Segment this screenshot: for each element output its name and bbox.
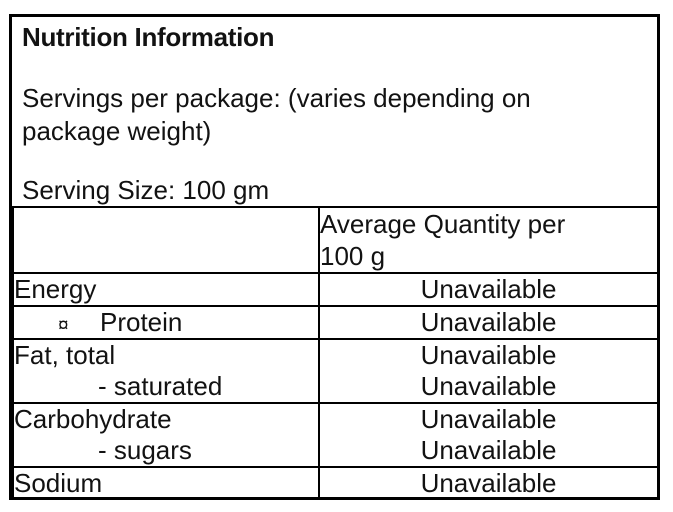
header-item-cell	[12, 206, 320, 274]
row-label-energy: Energy	[12, 272, 320, 307]
table-row-sodium: Sodium Unavailable	[12, 466, 657, 497]
row-label-protein-cell: ¤ Protein	[12, 305, 320, 340]
table-row-protein: ¤ Protein Unavailable	[12, 305, 657, 340]
row-value-fat-cell: Unavailable Unavailable	[318, 338, 657, 404]
row-value-protein: Unavailable	[318, 305, 657, 340]
row-label-fat-saturated: - saturated	[98, 371, 223, 401]
header-quantity-line-1: Average Quantity per	[320, 209, 566, 239]
row-label-carbohydrate-cell: Carbohydrate - sugars	[12, 402, 320, 468]
table-row-fat: Fat, total - saturated Unavailable Unava…	[12, 338, 657, 404]
servings-line-2: package weight)	[22, 116, 212, 146]
row-label-fat-total: Fat, total	[14, 340, 116, 370]
row-value-sugars: Unavailable	[420, 435, 557, 465]
row-label-fat-cell: Fat, total - saturated	[12, 338, 320, 404]
header-quantity-line-2: 100 g	[320, 241, 386, 271]
table-row-carbohydrate: Carbohydrate - sugars Unavailable Unavai…	[12, 402, 657, 468]
row-value-fat-saturated: Unavailable	[420, 371, 557, 401]
servings-per-package: Servings per package: (varies depending …	[22, 82, 645, 148]
row-label-carbohydrate: Carbohydrate	[14, 404, 172, 434]
row-value-sodium: Unavailable	[318, 466, 657, 497]
currency-bullet-icon: ¤	[58, 315, 69, 336]
servings-line-1: Servings per package: (varies depending …	[22, 83, 531, 113]
row-value-carbohydrate: Unavailable	[420, 404, 557, 434]
row-value-carbohydrate-cell: Unavailable Unavailable	[318, 402, 657, 468]
nutrition-label-panel: Nutrition Information Servings per packa…	[9, 14, 660, 500]
row-value-fat-total: Unavailable	[420, 340, 557, 370]
row-label-sugars: - sugars	[98, 435, 192, 465]
page-title: Nutrition Information	[22, 22, 275, 52]
nutrition-table: Average Quantity per 100 g Energy Unavai…	[12, 206, 657, 497]
row-label-protein: Protein	[100, 307, 183, 337]
table-row-energy: Energy Unavailable	[12, 272, 657, 307]
row-value-energy: Unavailable	[318, 272, 657, 307]
intro-section: Nutrition Information Servings per packa…	[12, 17, 657, 206]
serving-size: Serving Size: 100 gm	[22, 175, 270, 205]
row-label-sodium: Sodium	[12, 466, 320, 497]
header-quantity-cell: Average Quantity per 100 g	[318, 206, 657, 274]
table-header-row: Average Quantity per 100 g	[12, 206, 657, 274]
